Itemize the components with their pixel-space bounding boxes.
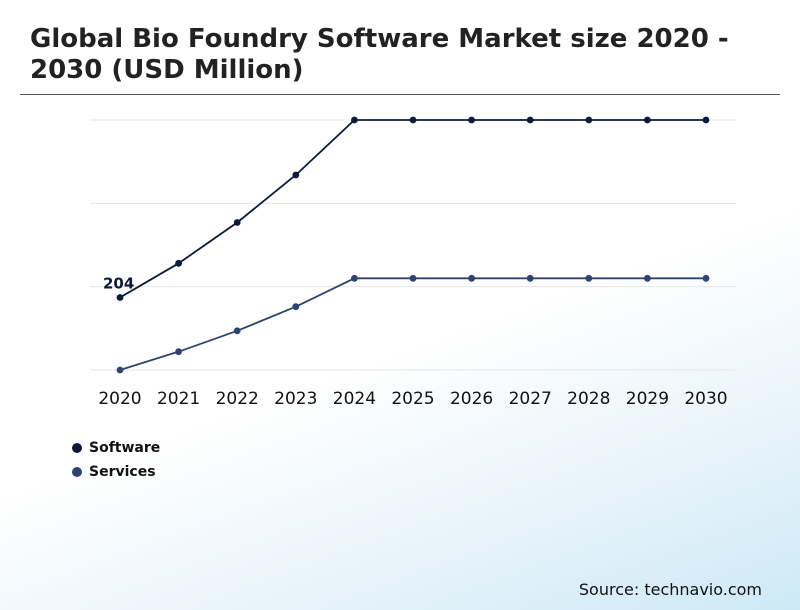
chart-title: Global Bio Foundry Software Market size … [30,24,729,85]
x-tick-label: 2024 [333,389,376,409]
data-point-software [116,294,124,301]
data-labels: 204 [103,275,134,293]
data-point-services [409,274,417,282]
data-point-software [409,116,417,124]
x-tick-label: 2026 [450,389,493,409]
data-point-software [702,116,710,124]
legend-marker-services [72,467,82,477]
data-point-software [526,116,534,124]
series-line-software [119,119,706,299]
data-point-services [233,327,241,335]
x-tick-label: 2022 [216,389,259,409]
data-point-services [526,274,534,282]
x-tick-label: 2028 [567,389,610,409]
gridlines [90,119,736,371]
data-point-software [585,116,593,124]
data-point-services [702,274,710,282]
data-point-software [468,116,475,124]
legend-label-services: Services [89,464,156,480]
data-point-services [116,366,124,374]
series-line-services [119,277,706,371]
x-tick-label: 2023 [274,389,317,409]
legend: Software Services [72,436,160,484]
data-point-software [175,259,183,267]
data-point-software [233,219,241,226]
data-point-services [175,348,183,356]
data-point-services [585,274,593,282]
x-tick-label: 2020 [98,389,141,409]
x-axis-ticks: 2020 2021 2022 2023 2024 2025 2026 2027 2028 2029… [98,389,727,409]
series-points [116,116,710,374]
legend-marker-software [72,443,82,453]
legend-label-software: Software [89,440,161,456]
legend-item-services: Services [72,460,160,484]
x-tick-label: 2029 [626,389,669,409]
line-chart: 2020 2021 2022 2023 2024 2025 2026 2027 2028 2029… [90,116,736,409]
data-point-services [644,274,651,282]
title-divider [20,94,780,95]
legend-item-software: Software [72,436,160,460]
x-tick-label: 2027 [509,389,552,409]
x-tick-label: 2021 [157,389,200,409]
series-lines [119,119,706,371]
data-point-services [292,303,300,311]
data-point-software [351,116,358,124]
x-tick-label: 2025 [391,389,434,409]
data-point-software [292,171,300,179]
data-point-services [351,274,358,282]
data-point-services [468,274,475,282]
x-tick-label: 2030 [684,389,727,409]
data-label: 204 [103,275,134,293]
data-point-software [644,116,651,124]
source-note: Source: technavio.com [578,580,762,599]
